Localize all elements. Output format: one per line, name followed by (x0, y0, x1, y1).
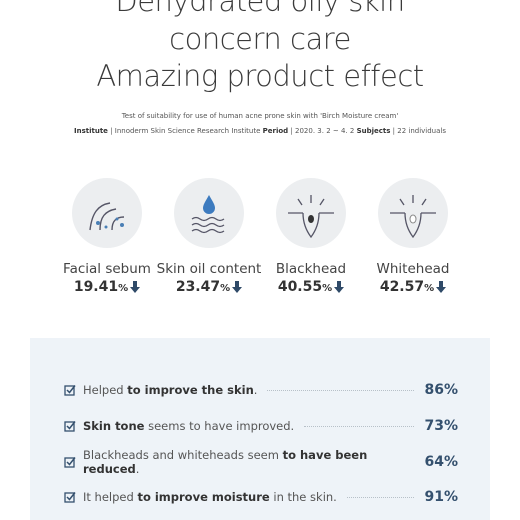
check-item: It helped to improve moisture in the ski… (64, 487, 458, 507)
item-text-part: Skin tone (83, 419, 145, 433)
item-text-part: to have been reduced (83, 448, 368, 476)
metric-label: Blackhead (275, 261, 347, 277)
dotted-leader (346, 496, 415, 498)
dotted-leader (304, 425, 415, 427)
check-icon (64, 457, 76, 468)
item-text: Helped to improve the skin. (83, 383, 257, 397)
metric: Facial sebum 19.41% (52, 261, 162, 295)
check-icon (64, 385, 76, 396)
check-item: Blackheads and whiteheads seem to have b… (64, 448, 458, 476)
item-percent: 86% (424, 382, 458, 398)
item-text-part: to improve moisture (137, 490, 270, 504)
metric-unit: % (322, 283, 333, 294)
dotted-leader (267, 389, 415, 391)
meta-text: | 2020. 3. 2 ~ 4. 2 (290, 127, 355, 135)
item-text-part: seems to have improved. (144, 419, 295, 433)
metric: Blackhead 40.55% (256, 261, 366, 295)
item-text-part: to improve the skin (127, 383, 254, 397)
check-item: Skin tone seems to have improved. 73% (64, 416, 458, 436)
item-text: It helped to improve moisture in the ski… (83, 490, 337, 504)
metric-value: 19.41% (52, 279, 162, 295)
item-percent: 91% (424, 489, 458, 505)
metric-unit: % (118, 283, 129, 294)
check-item: Helped to improve the skin. 86% (64, 380, 458, 400)
meta-key: Subjects (356, 127, 391, 135)
meta-key: Institute (74, 127, 108, 135)
metric-label: Skin oil content (156, 261, 262, 277)
item-percent: 64% (424, 454, 458, 470)
metric: Skin oil content 23.47% (154, 261, 264, 295)
meta-key: Period (262, 127, 289, 135)
down-arrow (232, 281, 243, 293)
metric-unit: % (220, 283, 231, 294)
item-percent: 73% (424, 418, 458, 434)
metric-value: 42.57% (358, 279, 468, 295)
metric-number: 40.55 (277, 279, 323, 295)
item-text: Blackheads and whiteheads seem to have b… (83, 448, 404, 476)
test-description: Test of suitability for use of human acn… (121, 112, 399, 120)
title-line: Dehydrated oily skin (115, 0, 405, 18)
metric-number: 23.47 (175, 279, 221, 295)
item-text-part: . (253, 383, 258, 397)
metric-number: 19.41 (73, 279, 119, 295)
item-text-part: Blackheads and whiteheads seem (83, 448, 283, 462)
checklist-box: Helped to improve the skin. 86% Skin tone … (30, 338, 490, 520)
metric: Whitehead 42.57% (358, 261, 468, 295)
down-arrow (334, 281, 345, 293)
metric-value: 23.47% (154, 279, 264, 295)
test-meta: Institute | Innoderm Skin Science Resear… (0, 127, 520, 135)
item-text-part: Helped (83, 383, 128, 397)
title-line: Amazing product effect (96, 59, 424, 93)
item-text-part: It helped (83, 490, 138, 504)
down-arrow (130, 281, 141, 293)
metric-unit: % (424, 283, 435, 294)
item-text-part: . (135, 462, 140, 476)
check-icon (64, 421, 76, 432)
item-text: Skin tone seems to have improved. (83, 419, 294, 433)
item-text-part: in the skin. (269, 490, 337, 504)
metric-label: Whitehead (376, 261, 450, 277)
title-line: concern care (169, 22, 351, 56)
meta-text: | 22 individuals (392, 127, 446, 135)
metric-value: 40.55% (256, 279, 366, 295)
metric-number: 42.57 (379, 279, 425, 295)
check-icon (64, 492, 76, 503)
meta-text: | Innoderm Skin Science Research Institu… (110, 127, 261, 135)
metric-label: Facial sebum (63, 261, 151, 277)
down-arrow (436, 281, 447, 293)
icons (72, 178, 448, 248)
